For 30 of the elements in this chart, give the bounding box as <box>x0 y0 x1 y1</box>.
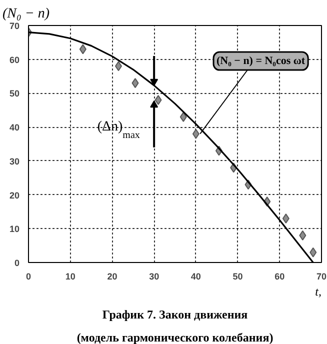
x-tick-label: 30 <box>149 272 160 282</box>
y-tick-label: 30 <box>9 156 20 166</box>
point <box>310 247 317 258</box>
point <box>114 61 122 72</box>
point <box>180 112 187 122</box>
x-tick-label: 10 <box>65 272 76 282</box>
text: (модель гармонического колебания) <box>76 330 274 344</box>
y-axis-title: (N₀ − n) <box>2 6 50 22</box>
y-tick-label: 0 <box>14 258 20 268</box>
y-tick-label: 40 <box>9 122 20 133</box>
annotation: (N₀ − n) = N₀cos ωt <box>216 55 306 68</box>
y-tick-label: 60 <box>9 54 20 65</box>
point <box>132 78 139 88</box>
y-tick-label: 20 <box>9 190 20 200</box>
y-tick-label: 70 <box>9 21 20 31</box>
x-tick-label: 70 <box>316 272 327 282</box>
point <box>299 230 306 240</box>
point <box>282 213 290 224</box>
x-axis-title: t, <box>315 284 322 298</box>
point <box>192 128 200 139</box>
x-tick-label: 40 <box>190 272 201 282</box>
text: График 7. Закон движения <box>102 308 248 322</box>
x-tick-label: 60 <box>274 272 285 282</box>
x-tick-label: 20 <box>107 272 118 282</box>
y-tick-label: 50 <box>9 88 20 99</box>
point <box>79 44 86 54</box>
x-tick-label: 0 <box>26 272 32 282</box>
y-tick-label: 10 <box>9 224 20 234</box>
x-tick-label: 50 <box>232 272 243 282</box>
point <box>154 94 162 105</box>
